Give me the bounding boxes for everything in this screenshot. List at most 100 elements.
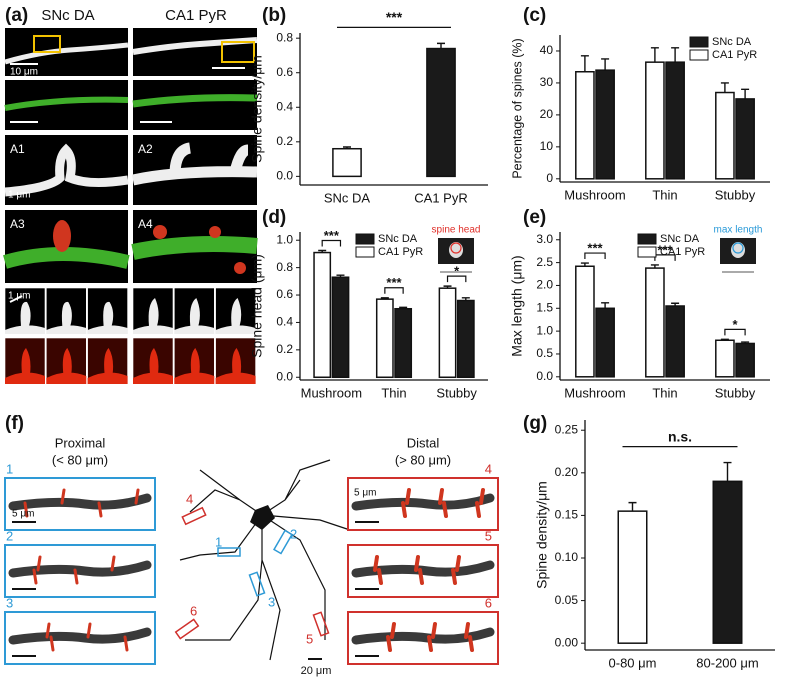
dendrite	[4, 42, 129, 65]
y-tick-label: 1.0	[536, 323, 553, 337]
segment-number: 4	[485, 461, 492, 476]
spine-outline	[174, 298, 215, 334]
panel-label: (c)	[523, 5, 546, 26]
segment-number: 4	[186, 491, 193, 506]
spine-outline	[215, 298, 256, 334]
y-axis-label: Spine density/μm	[534, 481, 550, 589]
x-tick-label: Thin	[381, 385, 406, 400]
y-tick-label: 0.2	[276, 134, 293, 148]
error-bar	[437, 42, 445, 49]
bar	[331, 276, 350, 379]
inset-spine	[449, 242, 463, 258]
significance-bracket	[321, 239, 342, 247]
bar	[426, 47, 456, 178]
bar	[715, 339, 735, 378]
significance-bracket	[446, 275, 467, 283]
error-bar	[650, 264, 659, 269]
bar	[617, 510, 648, 644]
significance-bracket	[584, 252, 606, 260]
bar	[595, 69, 615, 180]
column-label: CA1 PyR	[165, 7, 227, 24]
bar	[456, 299, 475, 379]
error-bar	[741, 341, 750, 344]
y-tick-label: 0.6	[276, 65, 293, 79]
spine-outline	[5, 301, 45, 334]
y-tick-label: 10	[540, 139, 554, 153]
spine-render	[215, 348, 256, 384]
spine-render	[390, 622, 396, 639]
significance-label: ***	[386, 275, 402, 290]
spine-render	[451, 568, 457, 585]
spine-render	[45, 622, 51, 639]
annotation: ***	[386, 9, 403, 25]
dendrite-render	[351, 493, 495, 511]
dendrite	[131, 236, 258, 260]
bar	[645, 61, 665, 180]
y-tick-label: 0.8	[276, 260, 293, 274]
inset-label: A4	[138, 217, 153, 231]
y-tick-label: 3.0	[536, 232, 553, 246]
segment-number: 5	[306, 631, 313, 646]
spine-render	[401, 501, 407, 518]
spine-render	[455, 555, 461, 572]
bar	[313, 251, 332, 379]
segment-number: 1	[215, 534, 222, 549]
group-title: Proximal	[55, 435, 106, 450]
roi-box	[33, 35, 61, 53]
y-tick-label: 30	[540, 75, 554, 89]
y-tick-label: 0.2	[276, 342, 293, 356]
legend-label: SNc DA	[378, 233, 418, 245]
scale-label: 5 μm	[12, 509, 34, 520]
bar	[645, 267, 665, 378]
y-tick-label: 2.0	[536, 278, 553, 292]
error-bar	[601, 58, 610, 71]
segment-number: 6	[190, 603, 197, 618]
dendrite	[3, 247, 130, 269]
bar	[575, 265, 595, 378]
x-tick-label: Stubby	[715, 187, 756, 202]
bar	[332, 147, 362, 178]
spine	[153, 225, 167, 239]
dendrite-render	[8, 627, 152, 645]
error-bar	[720, 338, 729, 341]
scale-label: 1 μm	[8, 291, 30, 302]
column-label: SNc DA	[41, 7, 94, 24]
bar	[735, 98, 755, 180]
spine-render	[174, 348, 215, 384]
dendrite	[4, 143, 129, 197]
spine-outline	[46, 301, 87, 334]
error-bar	[580, 262, 589, 267]
dendrite	[131, 142, 258, 186]
segment-number: 3	[268, 594, 275, 609]
inset-label: spine head	[432, 225, 481, 236]
y-tick-label: 0.20	[555, 465, 579, 479]
segment-number: 2	[6, 528, 13, 543]
spine-render	[5, 348, 45, 384]
legend-label: CA1 PyR	[660, 246, 705, 258]
x-tick-label: Thin	[652, 385, 677, 400]
spine-render	[123, 635, 129, 652]
significance-label: ***	[324, 228, 340, 243]
significance-bracket	[654, 254, 676, 261]
legend-swatch	[689, 36, 709, 48]
scale-bar	[9, 295, 23, 303]
error-bar	[336, 274, 345, 278]
segment-number: 3	[6, 595, 13, 610]
dendrite-render	[8, 493, 152, 511]
y-tick-label: 1.5	[536, 300, 553, 314]
legend-swatch	[689, 49, 709, 61]
error-bar	[671, 302, 680, 306]
legend-label: CA1 PyR	[378, 246, 423, 258]
inset-marker	[732, 242, 744, 254]
spine	[53, 220, 71, 252]
segment-box	[248, 571, 266, 597]
scale-label: 5 μm	[354, 488, 376, 499]
panel-f: (f) Proximal (< 80 μm) Distal (> 80 μm) …	[4, 413, 499, 677]
spine-render	[97, 501, 103, 518]
tile-grid	[4, 287, 256, 385]
inset-label: A3	[10, 217, 25, 231]
error-bar	[720, 82, 729, 93]
panel-label: (b)	[262, 5, 286, 26]
x-tick-label: Thin	[652, 187, 677, 202]
y-tick-label: 0.25	[555, 422, 579, 436]
